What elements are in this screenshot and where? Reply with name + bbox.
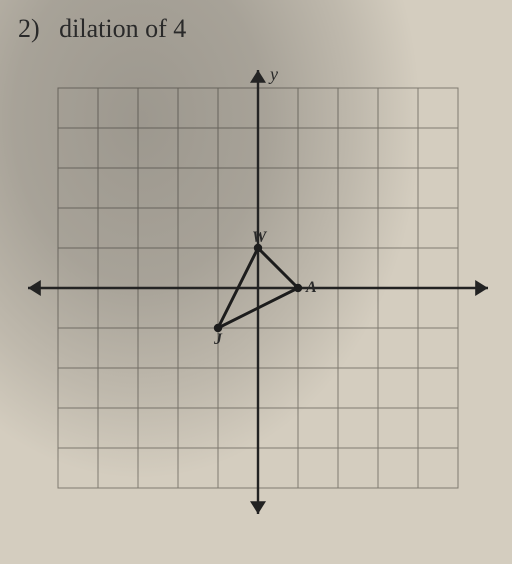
- svg-text:W: W: [252, 229, 268, 246]
- svg-text:y: y: [268, 68, 278, 84]
- svg-text:J: J: [213, 331, 223, 348]
- question-number: 2): [18, 14, 40, 43]
- graph-container: yxWAJ: [24, 68, 492, 538]
- coordinate-grid: yxWAJ: [24, 68, 492, 538]
- question-text: dilation of 4: [59, 14, 186, 43]
- question-line: 2) dilation of 4: [18, 14, 186, 44]
- svg-text:A: A: [305, 279, 317, 296]
